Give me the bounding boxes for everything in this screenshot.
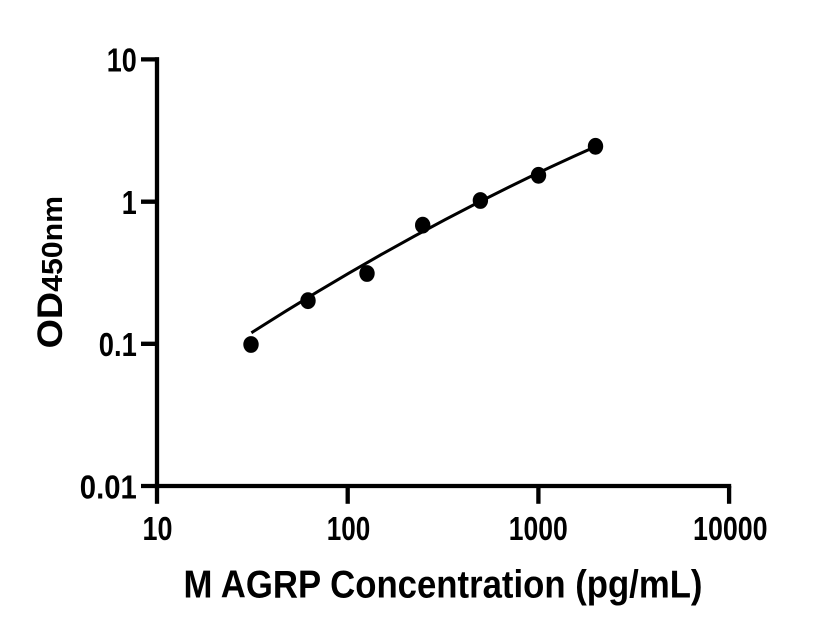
svg-text:1000: 1000 [509,510,568,547]
svg-text:10: 10 [143,510,173,547]
svg-text:10000: 10000 [693,510,768,547]
svg-text:100: 100 [327,510,371,547]
svg-text:10: 10 [107,42,137,79]
svg-text:OD450nm: OD450nm [31,196,70,349]
svg-text:M AGRP Concentration (pg/mL): M AGRP Concentration (pg/mL) [184,563,703,606]
svg-text:0.01: 0.01 [80,468,137,505]
svg-text:0.1: 0.1 [99,326,137,363]
svg-text:1: 1 [122,184,137,221]
